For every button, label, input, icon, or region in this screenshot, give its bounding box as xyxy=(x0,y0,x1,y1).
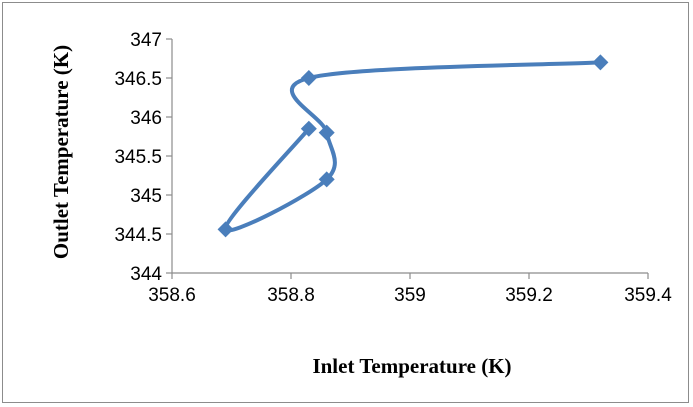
y-tick-label: 345.5 xyxy=(114,147,162,168)
y-tick-label: 346.5 xyxy=(114,69,162,90)
chart-frame xyxy=(2,2,689,403)
data-point-marker xyxy=(300,120,317,137)
x-tick-label: 359 xyxy=(394,285,426,306)
x-tick-label: 358.6 xyxy=(148,285,196,306)
y-tick-label: 344 xyxy=(130,264,162,285)
y-tick-label: 345 xyxy=(130,186,162,207)
x-ticks: 358.6 358.8 359 359.2 359.4 xyxy=(148,273,672,306)
x-axis-title: Inlet Temperature (K) xyxy=(312,354,511,378)
data-point-marker xyxy=(318,171,335,188)
x-tick-label: 358.8 xyxy=(267,285,315,306)
data-point-marker xyxy=(592,54,609,71)
series xyxy=(217,54,609,238)
x-tick-label: 359.2 xyxy=(505,285,553,306)
y-tick-label: 346 xyxy=(130,108,162,129)
data-point-marker xyxy=(318,124,335,141)
x-tick-label: 359.4 xyxy=(624,285,672,306)
series-line xyxy=(223,60,603,233)
y-ticks: 344 344.5 345 345.5 346 346.5 347 xyxy=(114,30,172,285)
data-point-marker xyxy=(217,221,234,238)
data-point-marker xyxy=(300,70,317,86)
y-tick-label: 344.5 xyxy=(114,225,162,246)
y-axis-title: Outlet Temperature (K) xyxy=(49,45,73,259)
y-tick-label: 347 xyxy=(130,30,162,51)
